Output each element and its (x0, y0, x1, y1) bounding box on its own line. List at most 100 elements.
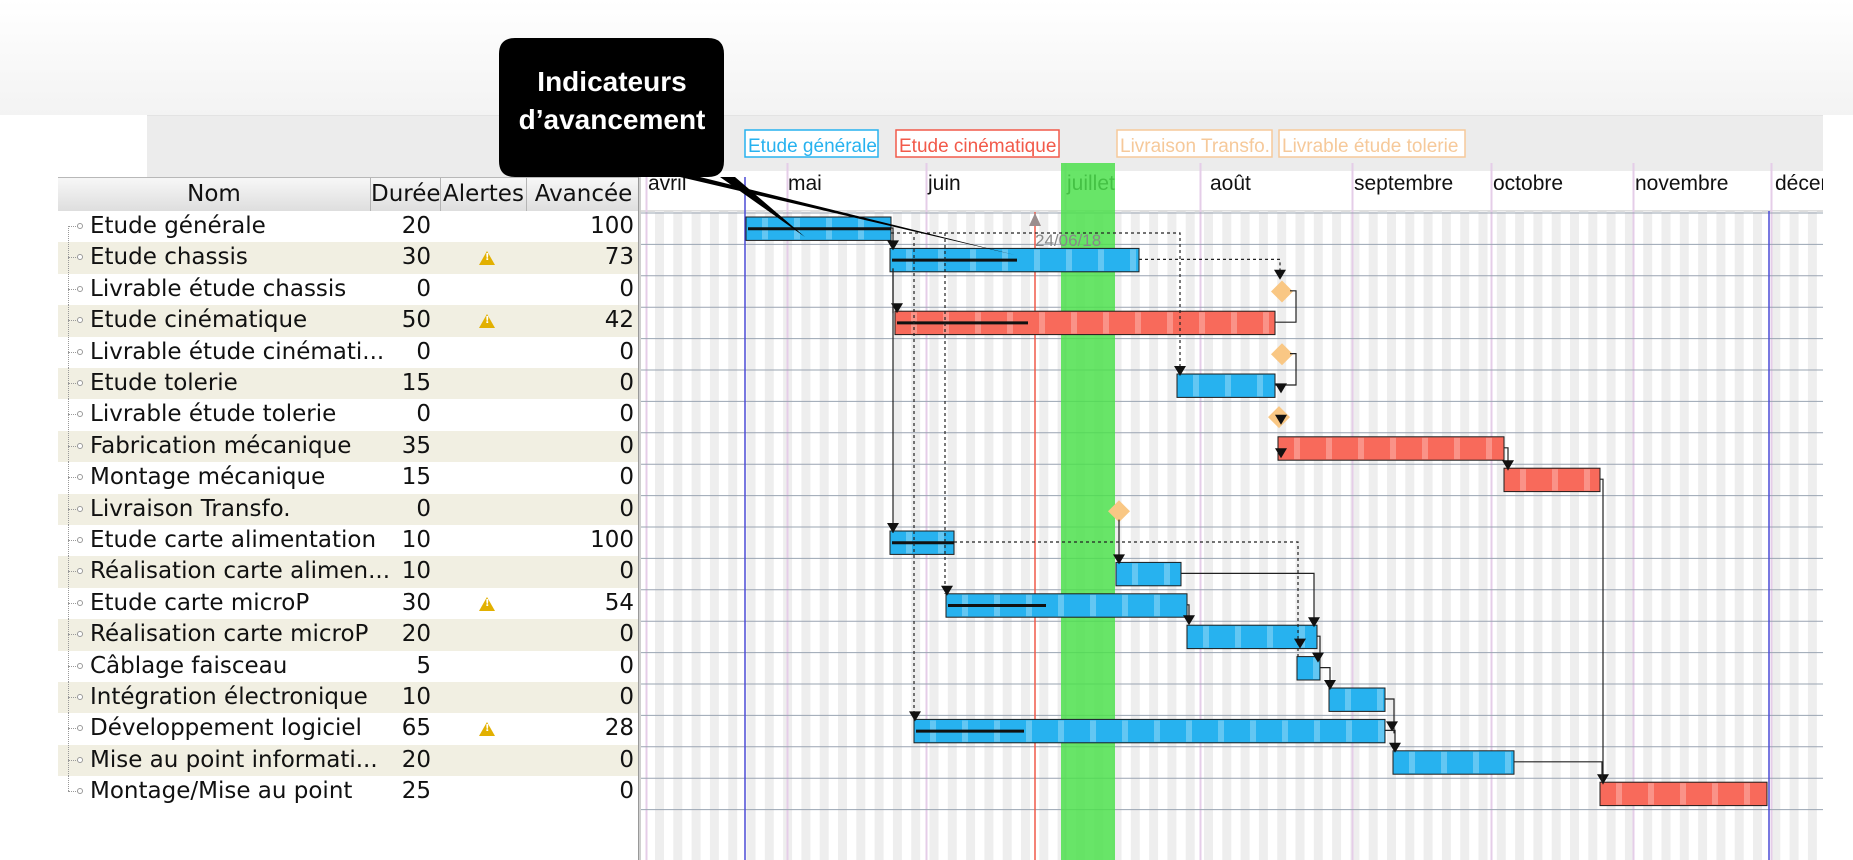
week-stripe (1551, 211, 1561, 860)
milestone-label: Livrable étude tolerie (1282, 136, 1458, 157)
dependency-arrowhead (1389, 742, 1401, 753)
week-stripe (1753, 211, 1762, 860)
task-progress: 0 (619, 558, 634, 585)
table-row[interactable]: Intégration électronique 10 0 (58, 682, 641, 714)
task-progress: 0 (619, 275, 634, 302)
tree-connector (58, 682, 88, 713)
table-row[interactable]: Etude cinématique 50 42 (58, 305, 641, 337)
task-bar[interactable] (1599, 781, 1768, 807)
tree-connector (58, 619, 88, 651)
warning-icon[interactable] (478, 242, 496, 273)
week-stripe (1606, 211, 1616, 860)
tree-connector (58, 273, 88, 305)
warning-icon[interactable] (478, 588, 496, 619)
task-bar[interactable] (1176, 373, 1276, 398)
week-stripe (1130, 211, 1140, 860)
table-row[interactable]: Montage mécanique 15 0 (58, 462, 641, 494)
week-stripe (1350, 211, 1360, 860)
task-bar-stripe (1282, 720, 1288, 742)
task-bar-stripe (1441, 751, 1447, 774)
task-bar-stripe (1218, 720, 1224, 742)
task-bar-stripe (1377, 689, 1383, 711)
column-header-progress[interactable]: Avancée (527, 178, 641, 211)
table-row[interactable]: Etude carte alimentation 10 100 (58, 525, 641, 557)
table-row[interactable]: Livrable étude cinémati... 0 0 (58, 336, 641, 368)
week-stripe (1112, 211, 1122, 860)
task-bar-stripe (1058, 720, 1064, 742)
task-bar-stripe (1712, 783, 1718, 805)
week-stripe (1643, 211, 1653, 860)
tree-connector (58, 650, 88, 682)
task-bar[interactable] (1328, 687, 1386, 712)
warning-icon[interactable] (478, 305, 496, 336)
table-row[interactable]: Livrable étude tolerie 0 0 (58, 399, 641, 431)
task-name: Intégration électronique (90, 684, 368, 710)
dependency-arrowhead (1294, 638, 1306, 649)
table-row[interactable]: Etude chassis 30 73 (58, 242, 641, 274)
column-header-name[interactable]: Nom (58, 178, 371, 211)
task-bar-stripe (1154, 594, 1160, 617)
warning-icon[interactable] (478, 713, 496, 744)
task-duration: 20 (401, 213, 431, 239)
column-header-duration[interactable]: Durée (371, 178, 441, 211)
task-bar[interactable] (1503, 467, 1601, 493)
tree-connector (58, 556, 88, 588)
milestone-label: Livraison Transfo. (1120, 136, 1270, 157)
task-bar-stripe (1422, 437, 1428, 460)
tree-connector (58, 211, 88, 257)
task-progress: 73 (604, 244, 634, 271)
table-row[interactable]: Réalisation carte alimen... 10 0 (58, 556, 641, 588)
task-name: Réalisation carte alimen... (90, 558, 391, 585)
table-row[interactable]: Etude carte microP 30 54 (58, 587, 641, 620)
highlight-period (1061, 163, 1115, 860)
task-bar-stripe (1132, 563, 1138, 585)
week-stripe (1771, 211, 1781, 860)
week-stripe (673, 211, 683, 860)
dependency-arrowhead (1386, 721, 1398, 732)
week-stripe (1789, 211, 1799, 860)
milestone-diamond[interactable] (1271, 280, 1293, 303)
table-row[interactable]: Montage/Mise au point 25 0 (58, 776, 641, 808)
top-band (0, 0, 1853, 115)
task-bar[interactable] (945, 593, 1188, 618)
task-bar-stripe (1090, 594, 1096, 617)
milestone-label-box (1278, 129, 1466, 158)
week-stripe (1167, 211, 1177, 860)
task-bar[interactable] (1115, 561, 1182, 587)
dependency-arrowhead (909, 711, 921, 722)
task-bar[interactable] (913, 718, 1386, 744)
milestone-diamond[interactable] (1108, 500, 1130, 523)
table-row[interactable]: Etude générale 20 100 (58, 211, 641, 257)
week-stripe (1332, 211, 1342, 860)
table-row[interactable]: Fabrication mécanique 35 0 (58, 430, 641, 463)
table-row[interactable]: Câblage faisceau 5 0 (58, 650, 641, 682)
week-stripe (819, 211, 829, 860)
task-duration: 10 (401, 558, 431, 585)
dependency-arrowhead (1275, 414, 1287, 425)
task-duration: 30 (401, 244, 431, 271)
task-progress: 42 (604, 307, 634, 334)
task-bar-stripe (1680, 783, 1686, 805)
milestone-diamond[interactable] (1271, 343, 1293, 366)
column-header-alerts[interactable]: Alertes (441, 178, 527, 211)
table-row[interactable]: Livraison Transfo. 0 0 (58, 493, 641, 525)
table-row[interactable]: Développement logiciel 65 28 (58, 713, 641, 745)
week-stripe (1368, 211, 1378, 860)
table-row[interactable]: Mise au point informati... 20 0 (58, 744, 641, 777)
table-row[interactable]: Livrable étude chassis 0 0 (58, 273, 641, 306)
task-duration: 35 (401, 432, 431, 459)
week-stripe (801, 211, 811, 860)
week-stripe (1570, 211, 1579, 860)
table-row[interactable]: Etude tolerie 15 0 (58, 368, 641, 400)
task-duration: 10 (401, 684, 431, 710)
table-row[interactable]: Réalisation carte microP 20 0 (58, 619, 641, 651)
tree-connector (58, 430, 88, 462)
task-bar-stripe (1090, 720, 1096, 742)
task-bar-stripe (1231, 312, 1237, 334)
task-bar[interactable] (1392, 750, 1515, 775)
task-bar[interactable] (1296, 656, 1321, 681)
task-bar[interactable] (1186, 624, 1318, 650)
dependency-link (1275, 290, 1297, 323)
dependency-arrowhead (1183, 615, 1195, 626)
